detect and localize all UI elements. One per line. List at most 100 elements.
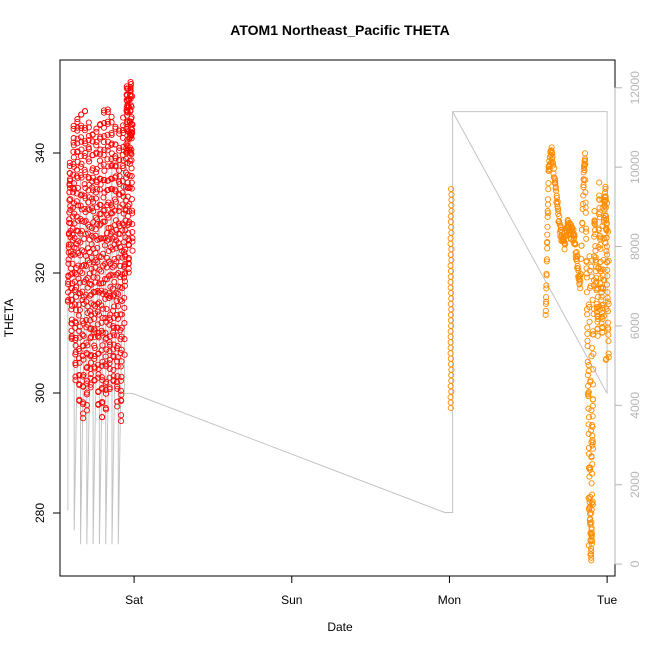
red-series-point <box>104 120 111 127</box>
orange-series-point <box>588 344 596 351</box>
red-series-point <box>66 159 73 166</box>
orange-series-point <box>603 220 610 227</box>
red-series-point <box>91 333 98 340</box>
orange-series-point <box>602 197 609 204</box>
red-series-point <box>94 258 101 265</box>
red-series-point <box>82 276 90 283</box>
red-series-point <box>91 344 98 352</box>
red-series-point <box>67 252 74 259</box>
orange-series-point <box>585 494 592 501</box>
red-series-point <box>108 140 115 147</box>
red-series-point <box>105 214 112 221</box>
red-series-point <box>103 346 110 353</box>
orange-series-point <box>587 519 594 526</box>
red-series-point <box>124 139 131 146</box>
orange-series-point <box>545 186 552 193</box>
red-series-point <box>77 239 84 246</box>
orange-series-point <box>602 204 609 211</box>
red-series-point <box>71 251 78 258</box>
red-series-point <box>84 351 91 358</box>
red-series-point <box>125 230 132 237</box>
red-series-point <box>106 365 113 372</box>
red-series-point <box>112 141 119 148</box>
orange-series-point <box>588 273 595 280</box>
orange-series-point <box>545 196 552 203</box>
red-series-point <box>85 119 92 126</box>
orange-series-point <box>588 480 595 487</box>
orange-series-point <box>448 196 455 203</box>
red-series-point <box>108 162 116 169</box>
red-series-point <box>108 163 115 170</box>
orange-series-point <box>585 301 592 308</box>
orange-series-point <box>604 324 611 331</box>
orange-series-point <box>582 225 590 232</box>
red-series-point <box>127 85 134 92</box>
red-series-point <box>104 131 111 138</box>
red-series-point <box>100 109 108 116</box>
orange-series-point <box>582 189 589 196</box>
red-series-point <box>109 272 116 279</box>
red-series-point <box>118 412 125 419</box>
red-series-point <box>97 235 105 242</box>
red-series-point <box>129 228 136 236</box>
red-series-point <box>83 380 90 387</box>
red-series-point <box>66 189 73 196</box>
orange-series-point <box>605 228 612 235</box>
red-series-point <box>82 124 89 131</box>
red-series-point <box>109 246 116 253</box>
red-series-point <box>86 292 94 299</box>
orange-series-point <box>596 214 603 221</box>
red-series-point <box>89 195 96 202</box>
orange-series-point <box>586 253 593 260</box>
orange-series-point <box>544 231 551 238</box>
red-series-point <box>103 378 110 385</box>
red-series-point <box>116 147 123 154</box>
red-series-point <box>116 130 123 137</box>
red-series-point <box>88 232 95 240</box>
red-series-point <box>83 339 90 346</box>
red-series-point <box>80 371 87 378</box>
orange-series-point <box>543 282 550 289</box>
orange-series-point <box>585 405 592 412</box>
red-series-point <box>112 198 119 205</box>
orange-series-point <box>585 367 592 375</box>
orange-series-point <box>585 388 592 396</box>
orange-series-point <box>448 377 455 384</box>
red-series-point <box>126 201 133 208</box>
red-series-point <box>104 109 111 116</box>
orange-series-point <box>545 180 552 187</box>
red-series-point <box>123 145 130 152</box>
red-series-point <box>77 163 84 170</box>
y-tick-label: 320 <box>33 263 47 283</box>
red-series-point <box>128 207 136 214</box>
x-tick-label: Mon <box>438 593 461 607</box>
orange-series-point <box>587 493 594 500</box>
red-series-point <box>112 153 119 160</box>
red-series-point <box>115 254 122 261</box>
red-series-point <box>125 241 132 248</box>
red-series-point <box>66 175 74 183</box>
red-series-point <box>117 349 124 356</box>
red-series-point <box>73 166 81 173</box>
orange-series-point <box>583 258 590 266</box>
red-series-point <box>69 231 76 238</box>
red-series-point <box>70 142 77 149</box>
red-series-point <box>80 383 87 390</box>
orange-series-point <box>602 213 610 220</box>
red-series-point <box>67 184 74 192</box>
red-series-point <box>119 201 126 208</box>
orange-series-point <box>605 350 612 357</box>
red-series-point <box>112 125 119 132</box>
right-tick-label: 12000 <box>628 71 642 105</box>
red-series-point <box>118 311 125 318</box>
red-series-point <box>119 227 126 234</box>
y-axis-label: THETA <box>2 299 16 337</box>
red-series-point <box>87 381 94 388</box>
red-series-point <box>89 178 96 185</box>
orange-series-point <box>598 313 605 320</box>
orange-series-point <box>592 254 599 261</box>
orange-series-point <box>556 213 563 220</box>
red-series-point <box>65 260 72 267</box>
red-series-point <box>92 195 99 202</box>
